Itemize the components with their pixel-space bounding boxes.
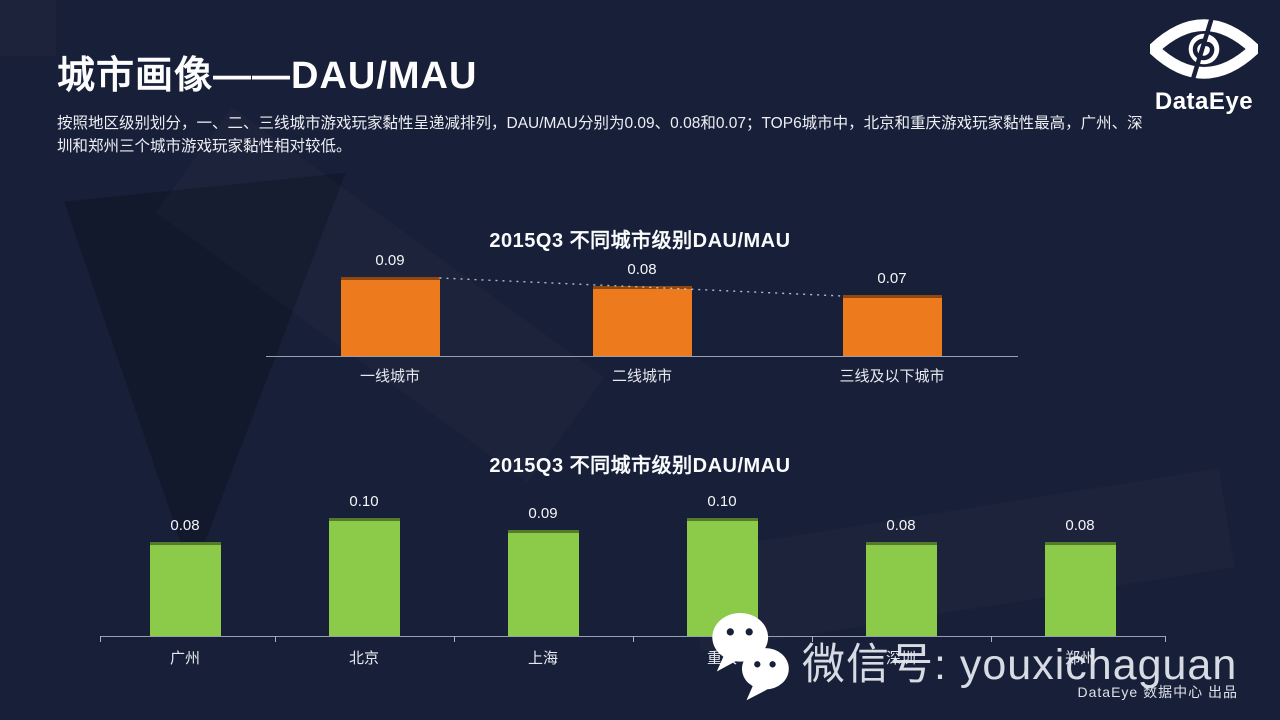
category-label: 一线城市 xyxy=(359,368,420,385)
chart-title: 2015Q3 不同城市级别DAU/MAU xyxy=(489,230,791,252)
page-title: 城市画像——DAU/MAU xyxy=(57,55,478,97)
value-label: 0.08 xyxy=(170,517,200,534)
background-band-shape xyxy=(156,107,605,483)
wechat-watermark: 微信号: youxichaguan xyxy=(706,608,1237,708)
category-label: 上海 xyxy=(527,650,558,667)
dataeye-logo: DataEye xyxy=(1148,12,1260,116)
page-description: 按照地区级别划分，一、二、三线城市游戏玩家黏性呈递减排列，DAU/MAU分别为0… xyxy=(57,115,1143,155)
value-label: 0.08 xyxy=(886,517,916,534)
category-label: 北京 xyxy=(348,650,379,667)
value-label: 0.09 xyxy=(375,252,405,269)
x-axis xyxy=(266,356,1018,357)
value-label: 0.10 xyxy=(707,493,737,510)
watermark-text: 微信号: youxichaguan xyxy=(802,641,1238,689)
value-label: 0.10 xyxy=(349,493,379,510)
axis-tick xyxy=(632,636,634,642)
eye-icon xyxy=(1150,13,1258,85)
value-label: 0.08 xyxy=(1065,517,1095,534)
axis-tick xyxy=(453,636,455,642)
bar xyxy=(340,277,440,356)
background-corner-shape xyxy=(0,0,56,56)
bar xyxy=(507,530,579,636)
category-label: 二线城市 xyxy=(611,368,672,385)
bar xyxy=(842,295,942,356)
value-label: 0.08 xyxy=(627,261,657,278)
logo-text: DataEye xyxy=(1154,88,1254,115)
value-label: 0.07 xyxy=(877,270,907,287)
category-label: 广州 xyxy=(169,650,200,667)
wechat-icon xyxy=(712,613,789,701)
axis-tick xyxy=(100,636,101,642)
category-label: 三线及以下城市 xyxy=(839,368,945,385)
credit-text: DataEye 数据中心 出品 xyxy=(1077,684,1238,700)
bar xyxy=(592,286,692,356)
bar xyxy=(328,518,400,636)
value-label: 0.09 xyxy=(528,505,558,522)
axis-tick xyxy=(274,636,276,642)
chart-title: 2015Q3 不同城市级别DAU/MAU xyxy=(489,455,791,477)
bar xyxy=(149,542,221,636)
